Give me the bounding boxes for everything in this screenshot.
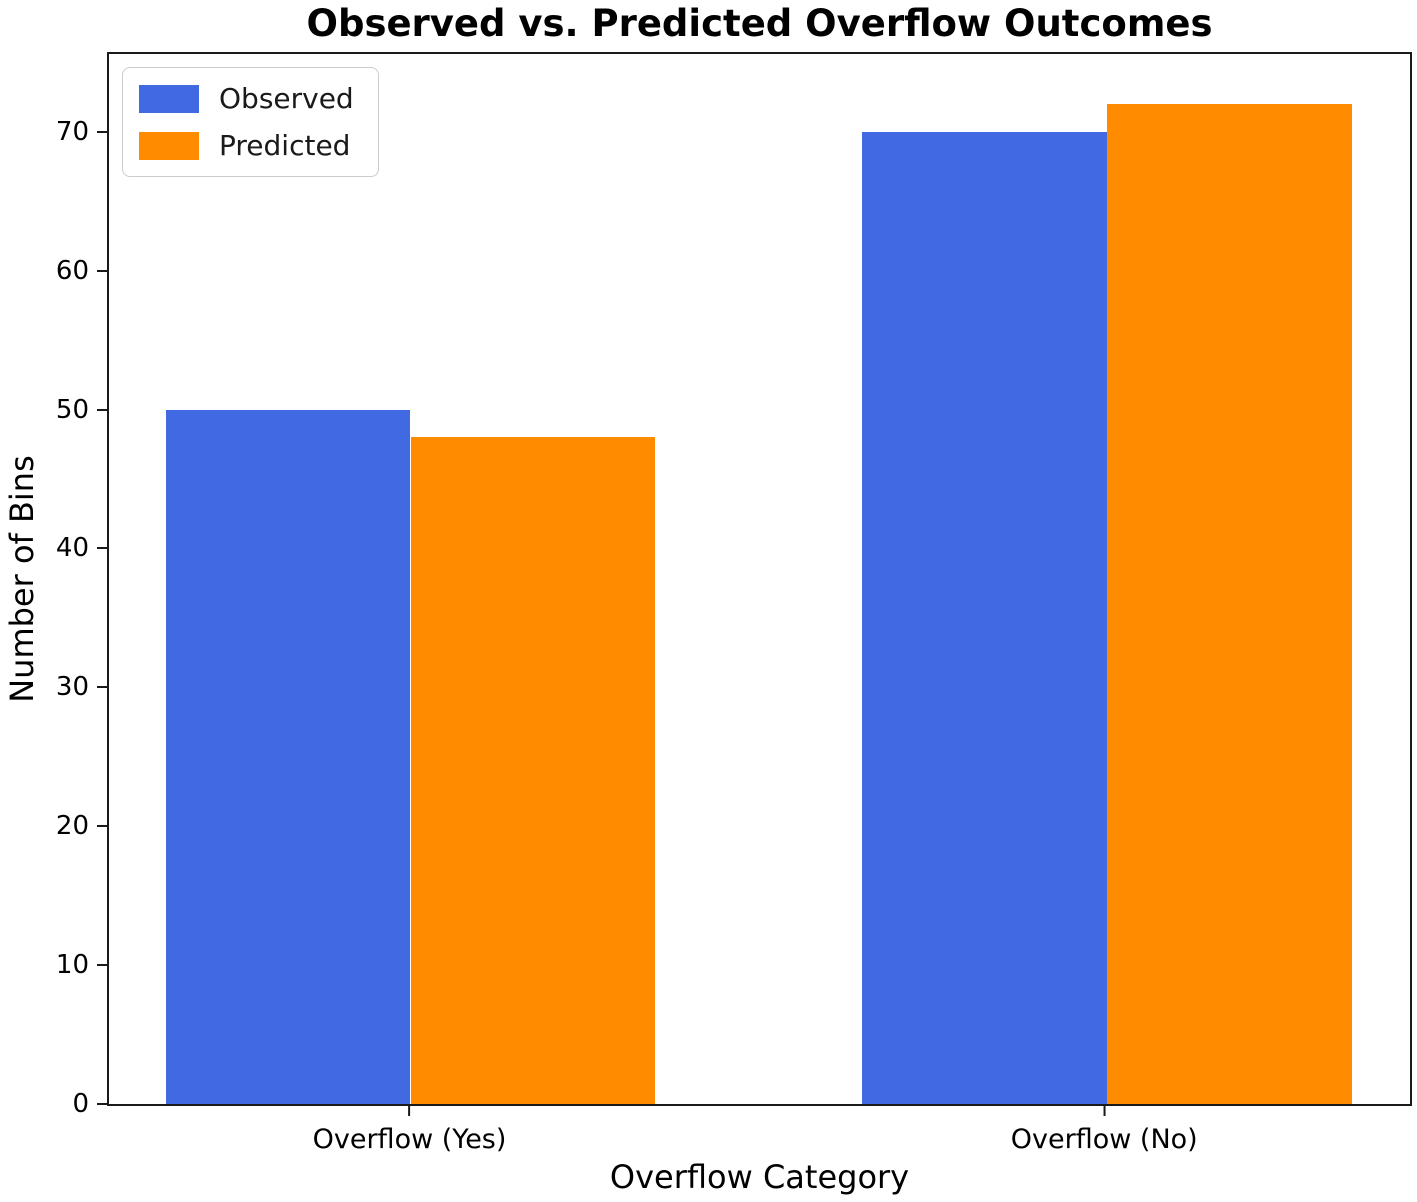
- y-tick-label: 10: [55, 950, 89, 981]
- x-axis-label: Overflow Category: [609, 1158, 910, 1196]
- legend: Observed Predicted: [122, 67, 379, 177]
- y-tick-20: 20: [56, 811, 109, 841]
- legend-entry-predicted: Predicted: [139, 129, 354, 162]
- y-tick-60: 60: [56, 256, 109, 286]
- y-tick-mark: [97, 825, 109, 828]
- y-tick-label: 30: [55, 672, 89, 703]
- y-tick-label: 20: [55, 811, 89, 842]
- plot-area: 0 10 20 30 40 50 60 70 Overflow (Yes) Overflow (…: [56, 52, 1412, 1155]
- x-tick-mark: [1103, 1104, 1106, 1116]
- y-tick-mark: [97, 1103, 109, 1105]
- legend-swatch-predicted: [139, 131, 199, 160]
- bar-observed-overflow-yes: [165, 409, 411, 1104]
- x-tick-label: Overflow (No): [1010, 1124, 1198, 1155]
- y-tick-label: 70: [55, 116, 89, 147]
- legend-swatch-observed: [139, 84, 199, 113]
- y-tick-40: 40: [56, 533, 109, 563]
- y-tick-label: 0: [72, 1089, 89, 1119]
- bar-observed-overflow-no: [862, 131, 1108, 1104]
- y-tick-30: 30: [56, 672, 109, 702]
- y-axis-label: Number of Bins: [3, 455, 41, 703]
- y-tick-mark: [97, 547, 109, 550]
- x-tick-label: Overflow (Yes): [312, 1124, 507, 1155]
- bar-predicted-overflow-yes: [410, 437, 656, 1104]
- chart-title: Observed vs. Predicted Overflow Outcomes: [306, 2, 1213, 45]
- legend-entry-observed: Observed: [139, 82, 354, 115]
- y-tick-50: 50: [56, 395, 109, 425]
- y-tick-label: 40: [55, 533, 89, 564]
- x-tick-overflow-yes: Overflow (Yes): [312, 1104, 507, 1155]
- y-tick-0: 0: [72, 1089, 109, 1119]
- y-tick-10: 10: [56, 950, 109, 980]
- y-tick-mark: [97, 686, 109, 689]
- y-tick-70: 70: [56, 117, 109, 147]
- legend-label: Predicted: [219, 129, 351, 162]
- y-tick-label: 50: [55, 394, 89, 425]
- bars-layer: [109, 54, 1410, 1104]
- legend-label: Observed: [219, 82, 354, 115]
- x-tick-mark: [408, 1104, 411, 1116]
- y-tick-mark: [97, 408, 109, 411]
- y-tick-mark: [97, 130, 109, 133]
- x-tick-overflow-no: Overflow (No): [1011, 1104, 1198, 1155]
- y-tick-mark: [97, 269, 109, 272]
- y-tick-mark: [97, 964, 109, 967]
- bar-predicted-overflow-no: [1107, 104, 1353, 1104]
- y-tick-label: 60: [55, 255, 89, 286]
